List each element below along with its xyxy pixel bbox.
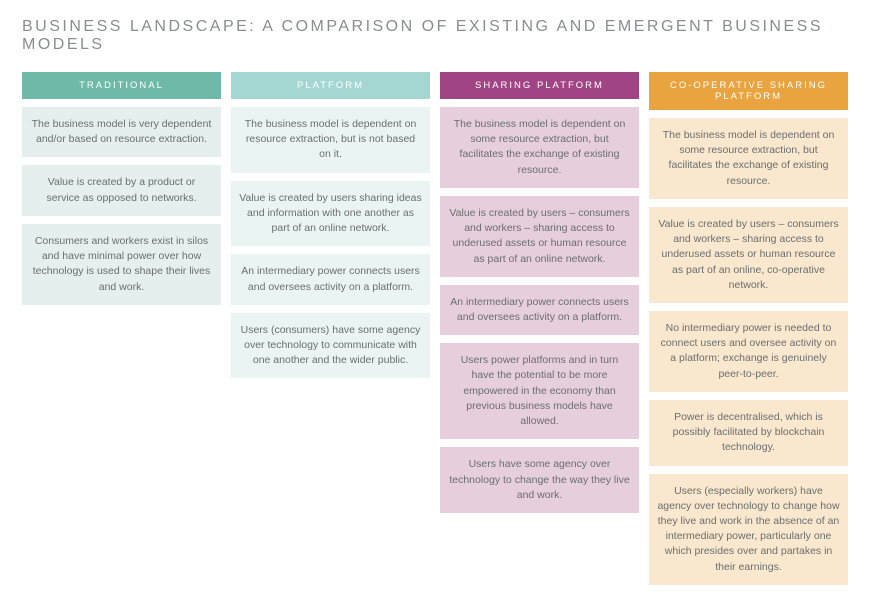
cell: Users (consumers) have some agency over … [231,313,430,379]
cell: Users (especially workers) have agency o… [649,474,848,585]
cell: Value is created by users – consumers an… [649,207,848,303]
cell: An intermediary power connects users and… [231,254,430,304]
page-title: BUSINESS LANDSCAPE: A COMPARISON OF EXIS… [22,18,848,54]
cell: The business model is dependent on some … [440,107,639,188]
cell: Consumers and workers exist in silos and… [22,224,221,305]
column-header: CO-OPERATIVE SHARING PLATFORM [649,72,848,110]
cell: The business model is dependent on some … [649,118,848,199]
cell: Users have some agency over technology t… [440,447,639,513]
cell: Power is decentralised, which is possibl… [649,400,848,466]
cell: Users power platforms and in turn have t… [440,343,639,439]
column-header: TRADITIONAL [22,72,221,99]
column-coop-sharing-platform: CO-OPERATIVE SHARING PLATFORM The busine… [649,72,848,585]
cell: Value is created by users – consumers an… [440,196,639,277]
comparison-grid: TRADITIONAL The business model is very d… [22,72,848,585]
cell: Value is created by users sharing ideas … [231,181,430,247]
column-header: PLATFORM [231,72,430,99]
cell: An intermediary power connects users and… [440,285,639,335]
column-sharing-platform: SHARING PLATFORM The business model is d… [440,72,639,585]
cell: Value is created by a product or service… [22,165,221,215]
column-header: SHARING PLATFORM [440,72,639,99]
cell: The business model is very dependent and… [22,107,221,157]
column-traditional: TRADITIONAL The business model is very d… [22,72,221,585]
cell: No intermediary power is needed to conne… [649,311,848,392]
column-platform: PLATFORM The business model is dependent… [231,72,430,585]
cell: The business model is dependent on resou… [231,107,430,173]
